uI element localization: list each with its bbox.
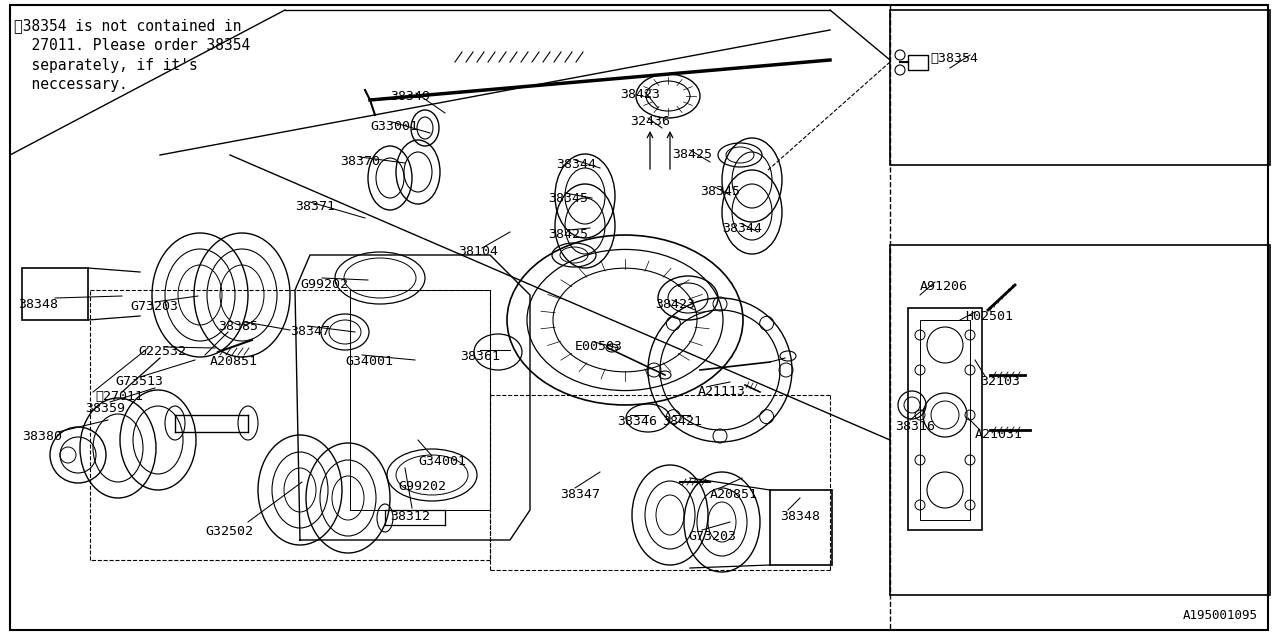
Text: G34001: G34001 [346,355,393,368]
Text: H02501: H02501 [965,310,1012,323]
Bar [22,268,88,320]
Text: 38423: 38423 [620,88,660,101]
Text: 38347: 38347 [561,488,600,501]
Text: 38346: 38346 [617,415,657,428]
Text: 38380: 38380 [22,430,61,443]
Text: 32103: 32103 [980,375,1020,388]
Text: 38345: 38345 [548,192,588,205]
Text: ※27011: ※27011 [95,390,143,403]
Bar [908,308,982,530]
Text: 38421: 38421 [662,415,701,428]
Bar [908,55,928,70]
Text: 38104: 38104 [458,245,498,258]
Text: G99202: G99202 [300,278,348,291]
Text: 38423: 38423 [655,298,695,311]
Text: G73203: G73203 [131,300,178,313]
Bar [890,10,1270,165]
Text: E00503: E00503 [575,340,623,353]
Bar [890,245,1270,595]
Text: A21031: A21031 [975,428,1023,441]
Text: ※38354: ※38354 [931,52,978,65]
Text: 38344: 38344 [722,222,762,235]
Text: A91206: A91206 [920,280,968,293]
Text: 38359: 38359 [84,402,125,415]
Text: 38347: 38347 [291,325,330,338]
Text: 32436: 32436 [630,115,669,128]
Text: G73513: G73513 [115,375,163,388]
Text: 38371: 38371 [294,200,335,213]
Bar [920,320,970,520]
Bar [771,490,832,565]
Text: 38385: 38385 [218,320,259,333]
Text: 38348: 38348 [780,510,820,523]
Text: G99202: G99202 [398,480,445,493]
Text: 38312: 38312 [390,510,430,523]
Text: 38345: 38345 [700,185,740,198]
Text: G73203: G73203 [689,530,736,543]
Text: 38370: 38370 [340,155,380,168]
Text: A20851: A20851 [710,488,758,501]
Text: G32502: G32502 [205,525,253,538]
Text: G33001: G33001 [370,120,419,133]
Text: G22532: G22532 [138,345,186,358]
Text: 38344: 38344 [556,158,596,171]
Text: A21113: A21113 [698,385,746,398]
Text: 38348: 38348 [18,298,58,311]
Text: 38361: 38361 [460,350,500,363]
Text: 38425: 38425 [548,228,588,241]
Text: ※38354 is not contained in
  27011. Please order 38354
  separately, if it's
  n: ※38354 is not contained in 27011. Please… [14,18,251,92]
Text: A20851: A20851 [210,355,259,368]
Text: 38349: 38349 [390,90,430,103]
Text: 38316: 38316 [895,420,934,433]
Text: 38425: 38425 [672,148,712,161]
Text: G34001: G34001 [419,455,466,468]
Text: A195001095: A195001095 [1183,609,1258,622]
